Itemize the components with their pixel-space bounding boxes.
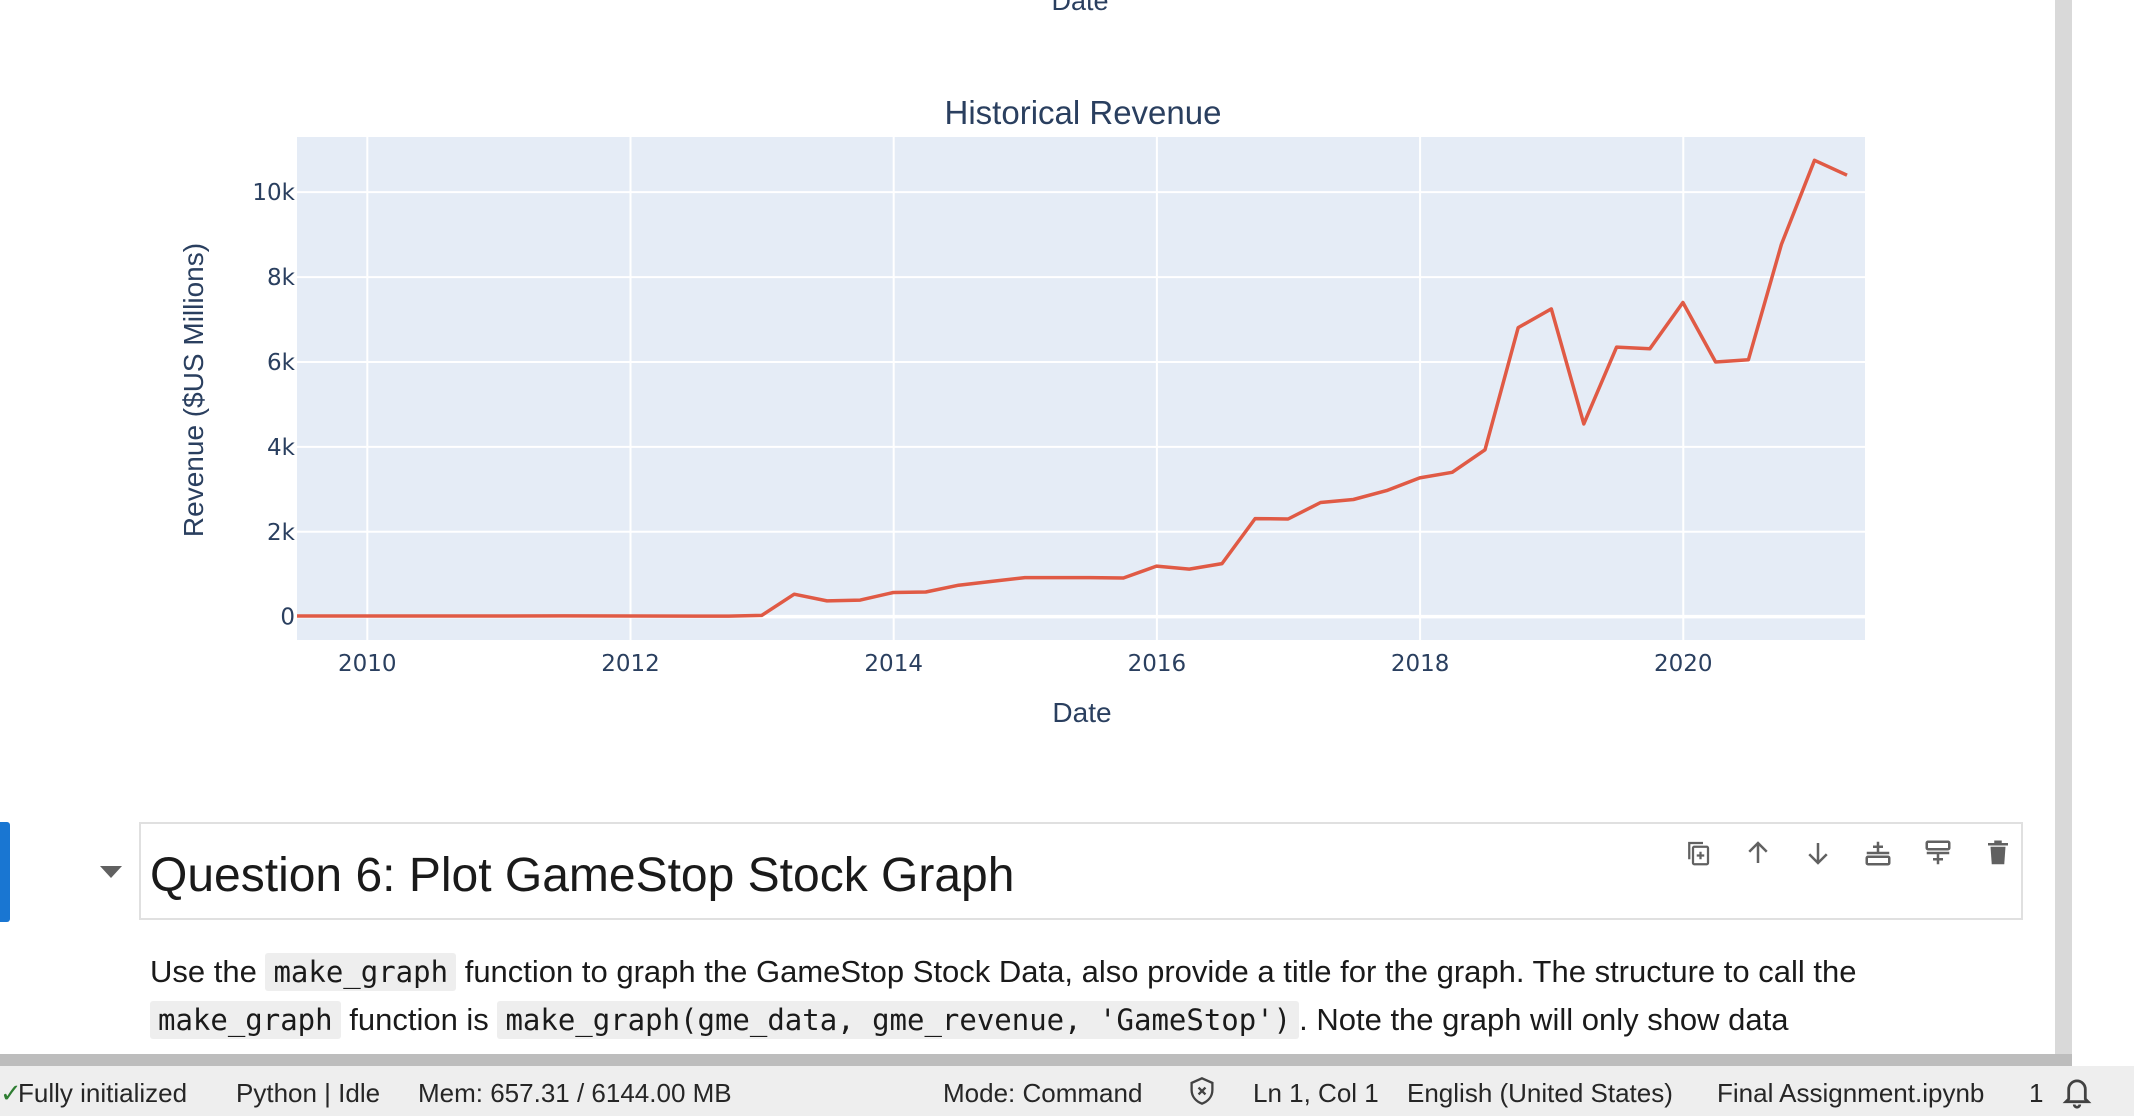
- y-tick-label: 0: [280, 605, 295, 631]
- x-tick-labels: 2010 2012 2014 2016 2018 2020: [338, 651, 1713, 677]
- markdown-cell[interactable]: [139, 822, 2023, 920]
- revenue-chart: 0 2k 4k 6k 8k 10k 2010 2012 2014 2016 2018 2020 Hi…: [178, 94, 1865, 728]
- revenue-line: [297, 158, 1848, 618]
- check-icon: ✓: [0, 1078, 22, 1108]
- md-text: function is: [349, 1002, 489, 1037]
- md-line-2: make_graph function is make_graph(gme_da…: [150, 996, 2030, 1044]
- y-tick-label: 8k: [267, 265, 296, 291]
- insert-below-icon[interactable]: [1848, 834, 1908, 872]
- delete-icon[interactable]: [1968, 834, 2028, 872]
- x-tick-label: 2016: [1128, 651, 1187, 677]
- md-line-1: Use the make_graph function to graph the…: [150, 948, 2030, 996]
- memory-usage: Mem: 657.31 / 6144.00 MB: [418, 1078, 732, 1108]
- x-tick-label: 2020: [1654, 651, 1713, 677]
- x-tick-label: 2012: [601, 651, 660, 677]
- kernel-status[interactable]: Fully initialized: [18, 1078, 188, 1108]
- cursor-position[interactable]: Ln 1, Col 1: [1253, 1078, 1379, 1108]
- x-tick-label: 2018: [1391, 651, 1450, 677]
- chart-title: Historical Revenue: [945, 94, 1222, 131]
- inline-code: make_graph: [150, 1001, 341, 1039]
- y-tick-label: 6k: [267, 350, 296, 376]
- display-language[interactable]: English (United States): [1407, 1078, 1673, 1108]
- status-bar: ✓ Fully initialized Python | Idle Mem: 6…: [0, 1066, 2134, 1116]
- x-axis-title: Date: [1052, 697, 1111, 728]
- md-text: function to graph the GameStop Stock Dat…: [464, 954, 1857, 989]
- collapse-heading-icon[interactable]: [100, 866, 122, 878]
- grid: [297, 137, 1865, 640]
- y-tick-label: 4k: [267, 435, 296, 461]
- kernel-name[interactable]: Python | Idle: [236, 1078, 381, 1108]
- bell-icon[interactable]: [2060, 1074, 2094, 1117]
- x-tick-label: 2010: [338, 651, 397, 677]
- md-text: . Note the graph will only show data: [1299, 1002, 1789, 1037]
- cell-toolbar: [1668, 834, 2028, 872]
- y-tick-labels: 0 2k 4k 6k 8k 10k: [252, 180, 295, 630]
- vertical-scrollbar[interactable]: [2055, 0, 2072, 1058]
- duplicate-cell-icon[interactable]: [1668, 834, 1728, 872]
- inline-code: make_graph(gme_data, gme_revenue, 'GameS…: [497, 1001, 1300, 1039]
- move-up-icon[interactable]: [1728, 834, 1788, 872]
- y-tick-label: 2k: [267, 520, 296, 546]
- md-text: Use the: [150, 954, 257, 989]
- y-axis-title: Revenue ($US Millions): [178, 243, 209, 537]
- notebook-mode[interactable]: Mode: Command: [943, 1078, 1143, 1108]
- x-tick-label: 2014: [864, 651, 923, 677]
- insert-above-icon[interactable]: [1908, 834, 1968, 872]
- move-down-icon[interactable]: [1788, 834, 1848, 872]
- trusted-shield-icon[interactable]: [1188, 1076, 1216, 1113]
- notebook-bottom-edge: [0, 1054, 2072, 1066]
- y-tick-label: 10k: [252, 180, 295, 206]
- plot-area: [297, 137, 1865, 640]
- inline-code: make_graph: [265, 953, 457, 991]
- markdown-body: Use the make_graph function to graph the…: [150, 948, 2030, 1044]
- notification-count: 1: [2029, 1078, 2044, 1108]
- cell-heading: Question 6: Plot GameStop Stock Graph: [150, 849, 1015, 902]
- notebook-filename: Final Assignment.ipynb: [1717, 1078, 1985, 1108]
- active-cell-indicator: [0, 822, 10, 922]
- previous-chart-xlabel: Date: [1051, 0, 1109, 16]
